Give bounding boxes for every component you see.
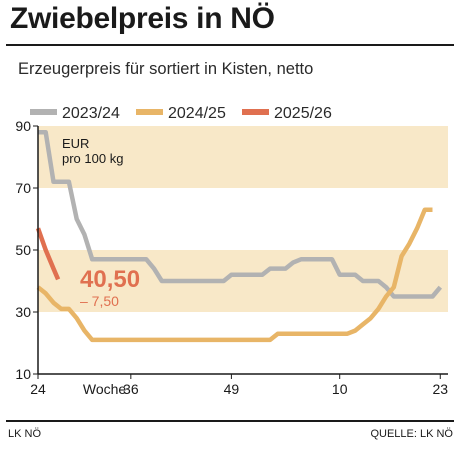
- footer-source-left: LK NÖ: [8, 428, 42, 440]
- series-line-0: [38, 129, 443, 299]
- y-tick-label-3: 70: [15, 180, 31, 196]
- x-tick-label-0: 24: [30, 381, 46, 397]
- x-axis-label: Woche: [83, 381, 127, 397]
- series-line-1: [36, 207, 433, 343]
- unit-label-line1: EUR: [62, 136, 89, 151]
- legend-label-1: 2024/25: [168, 105, 226, 122]
- footer-source-right: QUELLE: LK NÖ: [370, 428, 453, 440]
- y-tick-label-1: 30: [15, 304, 31, 320]
- legend-label-0: 2023/24: [62, 105, 120, 122]
- footer-rule: [6, 420, 454, 422]
- x-tick-label-2: 36: [123, 381, 139, 397]
- unit-label-line2: pro 100 kg: [62, 151, 123, 166]
- title-rule: [6, 44, 454, 46]
- x-tick-label-5: 23: [432, 381, 448, 397]
- y-tick-label-0: 10: [15, 366, 31, 382]
- chart-title: Zwiebelpreis in NÖ: [10, 2, 275, 35]
- x-tick-label-4: 10: [332, 381, 348, 397]
- x-tick-label-3: 49: [224, 381, 240, 397]
- chart-subtitle: Erzeugerpreis für sortiert in Kisten, ne…: [18, 60, 314, 78]
- y-tick-label-2: 50: [15, 242, 31, 258]
- legend-label-2: 2025/26: [274, 105, 332, 122]
- y-tick-label-4: 90: [15, 118, 31, 134]
- band-1: [38, 126, 448, 188]
- series-line-2: [35, 227, 61, 281]
- current-price-value: 40,50: [80, 266, 140, 293]
- current-price-change: – 7,50: [80, 293, 119, 309]
